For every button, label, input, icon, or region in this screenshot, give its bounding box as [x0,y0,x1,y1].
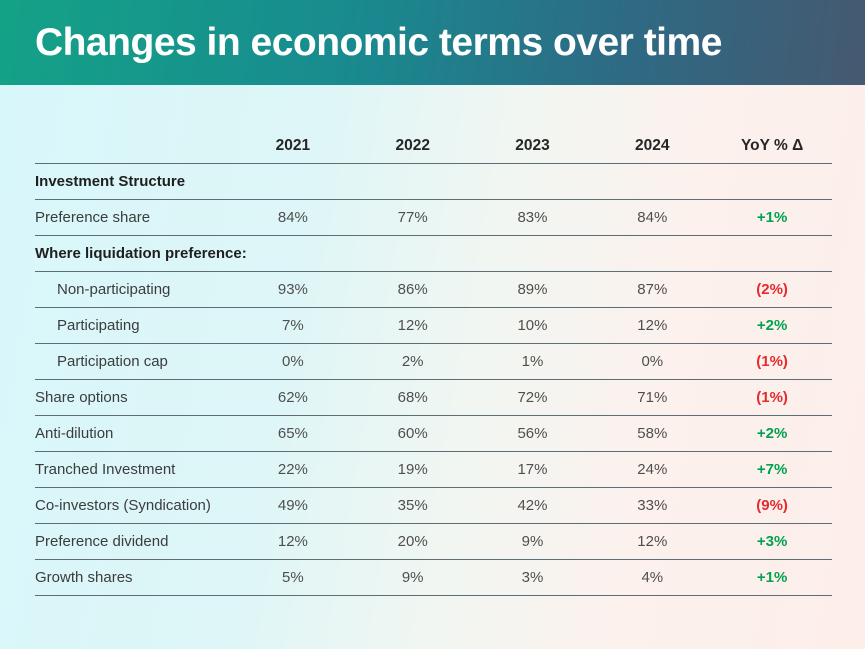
year-value: 12% [397,317,428,334]
year-value: 9% [401,569,424,586]
row-label: Growth shares [35,569,133,586]
year-value: 2% [401,353,424,370]
table-row: Preference share 84% 77% 83% 84% +1% [35,200,832,236]
yoy-delta-value: (1%) [756,389,788,406]
year-value: 4% [641,569,664,586]
column-header: 2022 [395,136,430,154]
year-value: 60% [397,425,428,442]
year-value: 65% [277,425,308,442]
table-row: Share options 62% 68% 72% 71% (1%) [35,380,832,416]
year-value: 0% [282,353,304,370]
section-header-row: Investment Structure [35,164,832,200]
year-value: 3% [521,569,544,586]
year-value: 1% [521,353,544,370]
section-label: Investment Structure [35,173,186,190]
table-row: Non-participating 93% 86% 89% 87% (2%) [35,272,832,308]
row-label: Co-investors (Syndication) [35,497,211,514]
table-row: Anti-dilution 65% 60% 56% 58% +2% [35,416,832,452]
year-value: 58% [637,425,668,442]
yoy-delta-value: (9%) [756,497,788,514]
table-row: Co-investors (Syndication) 49% 35% 42% 33% (9… [35,488,832,524]
section-header-row: Where liquidation preference: [35,236,832,272]
year-value: 33% [637,497,668,514]
yoy-delta-value: +3% [756,533,788,550]
year-value: 22% [277,461,308,478]
row-label: Anti-dilution [35,425,114,442]
column-header: 2021 [275,136,311,154]
year-value: 49% [277,497,308,514]
yoy-delta-value: +7% [756,461,788,478]
year-value: 10% [517,317,548,334]
row-label: Share options [35,389,128,406]
year-value: 5% [282,569,304,586]
table-row: Growth shares 5% 9% 3% 4% +1% [35,560,832,596]
year-value: 87% [637,281,668,298]
year-value: 20% [397,533,428,550]
section-label: Where liquidation preference: [35,245,247,262]
row-label: Preference dividend [35,533,169,550]
row-label: Preference share [35,209,151,226]
year-value: 19% [397,461,428,478]
table-row: Tranched Investment 22% 19% 17% 24% +7% [35,452,832,488]
column-header: YoY % Δ [740,136,804,154]
year-value: 7% [282,317,304,334]
row-label: Participation cap [57,353,168,370]
table-row: Participation cap 0% 2% 1% 0% (1%) [35,344,832,380]
table-row: Preference dividend 12% 20% 9% 12% +3% [35,524,832,560]
year-value: 12% [637,533,668,550]
table-header-row: 2021 2022 2023 2024 YoY % Δ [35,128,832,164]
year-value: 12% [277,533,308,550]
yoy-delta-value: +2% [756,317,788,334]
table: 2021 2022 2023 2024 YoY % Δ Investment Struct… [35,128,832,596]
year-value: 42% [517,497,548,514]
year-value: 9% [521,533,544,550]
yoy-delta-value: (2%) [756,281,788,298]
year-value: 24% [637,461,668,478]
year-value: 72% [517,389,548,406]
table-row: Participating 7% 12% 10% 12% +2% [35,308,832,344]
year-value: 84% [637,209,668,226]
year-value: 0% [641,353,664,370]
yoy-delta-value: +1% [756,569,788,586]
title-bar: Changes in economic terms over time [0,0,865,85]
yoy-delta-value: (1%) [756,353,788,370]
year-value: 89% [517,281,548,298]
row-label: Participating [57,317,140,334]
yoy-delta-value: +2% [756,425,788,442]
year-value: 56% [517,425,548,442]
yoy-delta-value: +1% [756,209,788,226]
year-value: 62% [277,389,308,406]
page-title: Changes in economic terms over time [35,20,722,64]
year-value: 86% [397,281,428,298]
year-value: 93% [277,281,308,298]
column-header: 2023 [515,136,550,154]
year-value: 35% [397,497,428,514]
year-value: 84% [277,209,308,226]
year-value: 17% [517,461,548,478]
row-label: Non-participating [57,281,171,298]
year-value: 83% [517,209,548,226]
year-value: 71% [637,389,668,406]
year-value: 68% [397,389,428,406]
row-label: Tranched Investment [35,461,176,478]
column-header: 2024 [635,136,670,154]
year-value: 12% [637,317,668,334]
year-value: 77% [397,209,428,226]
